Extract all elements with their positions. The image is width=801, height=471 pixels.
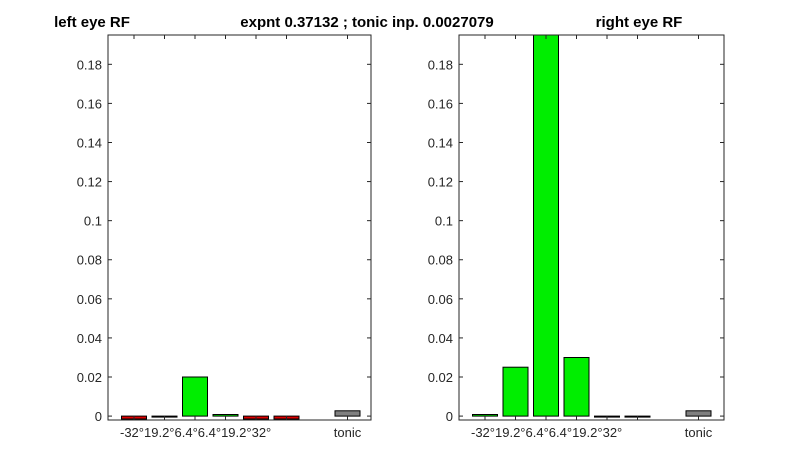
right-ytick-label-9: 0.18 — [428, 57, 453, 72]
right-panel: right eye RF 0 0.02 0.04 0.06 0.08 0.1 0.12 0.1… — [428, 14, 725, 440]
left-ytick-label-1: 0.02 — [77, 370, 102, 385]
right-bar-7 — [685, 410, 712, 417]
right-ytick-label-7: 0.14 — [428, 135, 453, 150]
right-xtick-label-1: 19.2° — [495, 425, 526, 440]
left-xtick-label-1: 19.2° — [144, 425, 175, 440]
left-xtick-labels: -32°19.2°6.4°6.4°19.2°32° — [120, 425, 271, 440]
left-ytick-label-3: 0.06 — [77, 292, 102, 307]
right-ytick-label-0: 0 — [446, 409, 453, 424]
right-ytick-label-1: 0.02 — [428, 370, 453, 385]
left-ytick-label-7: 0.14 — [77, 135, 102, 150]
left-bar-3 — [212, 414, 239, 417]
left-xtick-label-0: -32° — [120, 425, 144, 440]
right-ytick-label-4: 0.08 — [428, 253, 453, 268]
left-ytick-label-2: 0.04 — [77, 331, 102, 346]
right-xtick-label-4: 19.2° — [572, 425, 603, 440]
left-ytick-label-9: 0.18 — [77, 57, 102, 72]
left-ytick-label-8: 0.16 — [77, 96, 102, 111]
right-xtick-label-5: 32° — [603, 425, 623, 440]
left-xtick-label-4: 19.2° — [221, 425, 252, 440]
right-bar-1 — [502, 366, 529, 417]
right-panel-title: right eye RF — [596, 14, 683, 31]
left-bar-7 — [334, 410, 361, 417]
right-xtick-label-3: 6.4° — [549, 425, 572, 440]
right-ytick-label-2: 0.04 — [428, 331, 453, 346]
left-ytick-label-6: 0.12 — [77, 175, 102, 190]
right-axes-box — [458, 34, 725, 421]
left-panel: left eye RF 0 0.02 0.04 0.06 0.08 0.1 0.12 0.14… — [54, 14, 372, 440]
right-ytick-label-3: 0.06 — [428, 292, 453, 307]
right-bar-3 — [563, 357, 590, 417]
left-xtick-label-5: 32° — [252, 425, 272, 440]
right-ytick-label-6: 0.12 — [428, 175, 453, 190]
left-bar-2 — [182, 376, 208, 417]
right-xtick-label-tonic: tonic — [685, 425, 713, 440]
left-xtick-label-2: 6.4° — [175, 425, 198, 440]
left-ytick-label-0: 0 — [95, 409, 102, 424]
right-xtick-labels: -32°19.2°6.4°6.4°19.2°32° — [471, 425, 622, 440]
left-axes-box — [107, 34, 372, 421]
figure-title: expnt 0.37132 ; tonic inp. 0.0027079 — [240, 14, 493, 31]
left-xtick-label-3: 6.4° — [198, 425, 221, 440]
right-xtick-label-2: 6.4° — [526, 425, 549, 440]
left-xtick-label-tonic: tonic — [334, 425, 362, 440]
right-ytick-label-5: 0.1 — [435, 214, 453, 229]
right-ytick-label-8: 0.16 — [428, 96, 453, 111]
left-ytick-label-4: 0.08 — [77, 253, 102, 268]
left-panel-title: left eye RF — [54, 14, 130, 31]
right-xtick-label-0: -32° — [471, 425, 495, 440]
left-ytick-label-5: 0.1 — [84, 214, 102, 229]
right-bar-2 — [533, 34, 559, 417]
right-bar-0 — [472, 414, 498, 417]
